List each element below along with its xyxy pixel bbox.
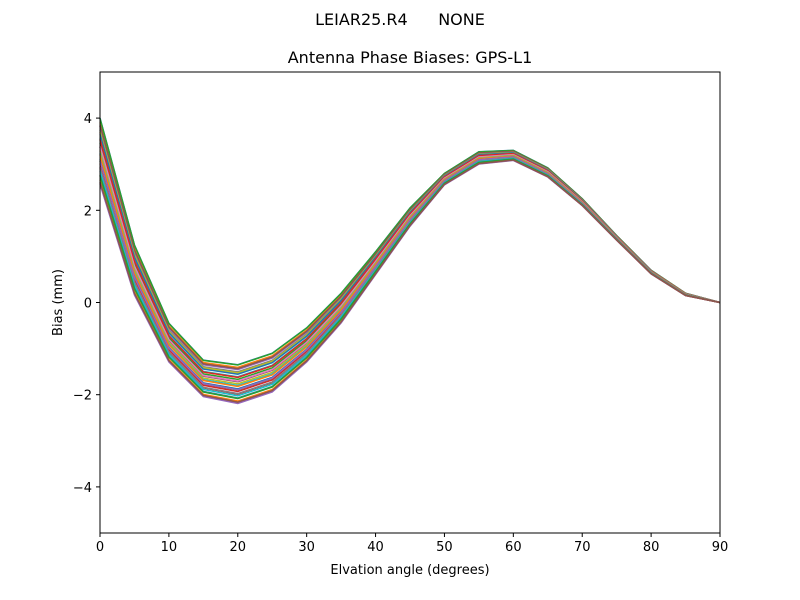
x-tick-label: 70 <box>574 540 591 555</box>
y-tick-label: −2 <box>73 389 92 404</box>
y-axis-ticks: −4 −2 0 2 4 <box>73 112 100 496</box>
series-line <box>99 142 721 381</box>
y-tick-label: 4 <box>84 112 92 127</box>
series-line <box>99 131 721 374</box>
y-tick-label: −4 <box>73 481 92 496</box>
series-line <box>99 146 721 383</box>
x-tick-label: 80 <box>643 540 660 555</box>
series-line <box>99 122 721 369</box>
x-tick-label: 40 <box>367 540 384 555</box>
x-tick-label: 60 <box>505 540 522 555</box>
x-tick-label: 30 <box>298 540 315 555</box>
y-tick-label: 2 <box>84 204 92 219</box>
series-line <box>99 139 721 379</box>
figure-suptitle: LEIAR25.R4 NONE <box>315 10 485 29</box>
series-line <box>99 159 721 403</box>
x-axis-label: Elvation angle (degrees) <box>330 563 489 578</box>
x-axis-ticks: 0 10 20 30 40 50 60 70 80 90 <box>96 533 728 555</box>
series-line <box>99 138 721 378</box>
series-line <box>99 134 721 376</box>
series-line <box>99 139 721 379</box>
x-tick-label: 0 <box>96 540 104 555</box>
plot-area-frame <box>99 71 721 534</box>
series-line <box>99 146 721 383</box>
series-line <box>99 132 721 375</box>
y-axis-label: Bias (mm) <box>51 269 66 336</box>
x-tick-label: 50 <box>436 540 453 555</box>
chart-title: Antenna Phase Biases: GPS-L1 <box>288 48 533 67</box>
series-line <box>99 145 721 382</box>
series-line <box>99 118 721 366</box>
x-tick-label: 20 <box>230 540 247 555</box>
x-tick-label: 10 <box>161 540 178 555</box>
y-tick-label: 0 <box>84 297 92 312</box>
series-lines <box>99 117 721 405</box>
series-line <box>99 117 721 366</box>
x-tick-label: 90 <box>712 540 729 555</box>
